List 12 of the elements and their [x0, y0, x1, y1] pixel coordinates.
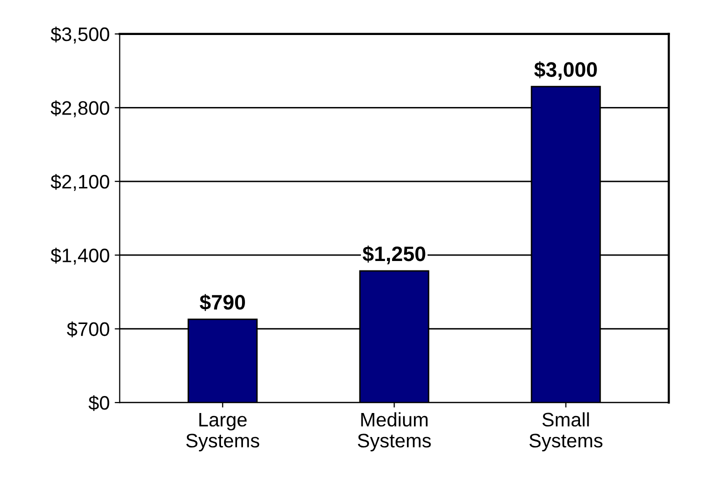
x-tick-label: Large Systems [186, 412, 260, 452]
y-tick-label: $1,400 [50, 248, 110, 265]
data-label: $3,000 [534, 61, 597, 80]
data-label: $790 [200, 294, 245, 312]
y-tick-label: $700 [66, 321, 110, 338]
y-tick-label: $0 [88, 395, 110, 411]
y-tick-label: $3,500 [50, 26, 110, 44]
y-tick-label: $2,800 [50, 100, 110, 118]
y-tick-label: $2,100 [50, 174, 110, 191]
data-label: $1,250 [362, 246, 426, 264]
x-tick-label: Small Systems [529, 412, 602, 452]
x-tick-label: Medium Systems [358, 412, 431, 452]
